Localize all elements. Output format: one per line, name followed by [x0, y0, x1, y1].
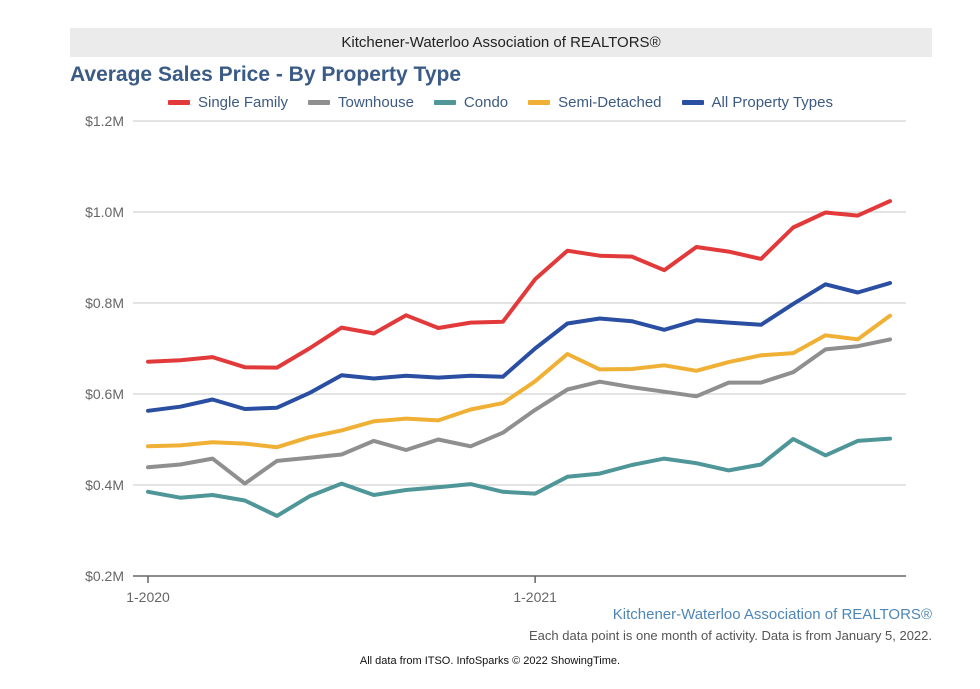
y-tick-label: $0.2M — [85, 568, 124, 584]
legend-swatch — [168, 99, 190, 105]
legend-label: Condo — [463, 93, 509, 111]
y-tick-label: $1.2M — [85, 113, 124, 129]
y-tick-label: $0.6M — [85, 386, 124, 402]
legend-swatch — [308, 99, 331, 105]
chart-legend: Single Family Townhouse Condo Semi-Detac… — [168, 92, 833, 112]
series-line-semi-detached — [146, 313, 892, 450]
x-tick-label: 1-2020 — [126, 589, 170, 605]
series-line-single-family — [146, 199, 892, 370]
source-note: Each data point is one month of activity… — [529, 628, 932, 643]
legend-label: Single Family — [198, 93, 289, 111]
legend-swatch — [433, 99, 456, 105]
report-banner: Kitchener-Waterloo Association of REALTO… — [70, 28, 932, 57]
legend-item-semi-detached[interactable]: Semi-Detached — [528, 93, 662, 111]
legend-label: All Property Types — [711, 93, 833, 111]
grid-layer — [133, 120, 906, 577]
series-layer — [146, 199, 892, 518]
chart-title: Average Sales Price - By Property Type — [70, 63, 462, 86]
x-tick-label: 1-2021 — [513, 589, 557, 605]
series-line-all-property-types — [146, 281, 892, 413]
legend-swatch — [681, 99, 704, 105]
footer-credit: All data from ITSO. InfoSparks © 2022 Sh… — [359, 655, 621, 667]
legend-item-all-property-types[interactable]: All Property Types — [681, 93, 833, 111]
series-line-townhouse — [146, 337, 892, 486]
legend-item-single-family[interactable]: Single Family — [168, 94, 288, 111]
legend-swatch — [528, 99, 551, 105]
legend-label: Townhouse — [338, 93, 414, 111]
source-organization: Kitchener-Waterloo Association of REALTO… — [612, 606, 932, 623]
legend-label: Semi-Detached — [558, 93, 662, 111]
y-tick-label: $0.4M — [85, 477, 124, 493]
axis-layer: $1.2M $1.0M $0.8M $0.6M $0.4M $0.2M1-2020 1-20… — [85, 113, 557, 605]
y-tick-label: $0.8M — [85, 295, 124, 311]
series-line-condo — [146, 436, 892, 518]
y-tick-label: $1.0M — [85, 204, 124, 220]
legend-item-condo[interactable]: Condo — [433, 93, 509, 111]
legend-item-townhouse[interactable]: Townhouse — [308, 94, 414, 111]
